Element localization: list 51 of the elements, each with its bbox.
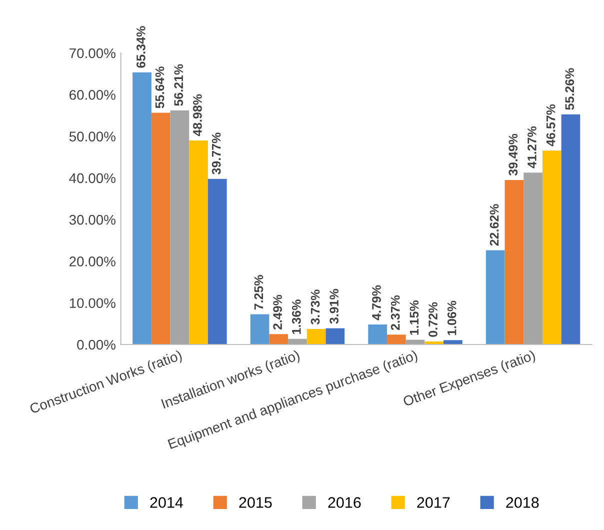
legend-label: 2016 — [328, 497, 361, 508]
bar — [132, 72, 152, 344]
data-label: 22.62% — [490, 204, 499, 246]
bar — [170, 110, 190, 344]
bar — [542, 150, 562, 344]
y-tick-label: 70.00% — [70, 48, 116, 58]
data-label: 56.21% — [174, 64, 184, 106]
y-tick-label: 30.00% — [69, 214, 116, 225]
data-label: 39.77% — [212, 132, 221, 174]
data-label: 55.64% — [155, 66, 164, 108]
y-tick-label: 60.00% — [70, 90, 116, 100]
legend-label: 2018 — [506, 497, 539, 508]
data-label: 2.37% — [390, 295, 400, 330]
y-tick-label: 10.00% — [70, 298, 116, 308]
bar — [504, 180, 524, 344]
data-label: 0.72% — [428, 302, 438, 337]
bar — [326, 328, 345, 344]
bar — [306, 328, 326, 344]
legend-label: 2017 — [417, 497, 450, 508]
data-label: 55.26% — [565, 68, 574, 110]
data-label: 46.57% — [546, 104, 556, 146]
y-tick-label: 0.00% — [77, 340, 116, 350]
y-tick-label: 20.00% — [70, 256, 116, 266]
data-label: 48.98% — [193, 94, 202, 136]
bar — [561, 114, 580, 344]
legend-label: 2014 — [150, 497, 184, 508]
bar — [368, 324, 387, 344]
bar — [250, 314, 270, 344]
data-label: 1.06% — [447, 300, 456, 336]
bar — [208, 178, 227, 344]
legend-label: 2015 — [239, 497, 272, 508]
data-label: 41.27% — [528, 126, 536, 168]
bar — [386, 334, 406, 344]
data-label: 1.15% — [410, 300, 419, 335]
data-label: 3.73% — [310, 290, 320, 325]
bar — [189, 140, 208, 344]
bar — [444, 340, 462, 344]
y-tick-label: 50.00% — [69, 132, 116, 142]
bar — [524, 172, 542, 344]
data-label: 4.79% — [372, 285, 381, 320]
bar — [486, 250, 505, 344]
data-label: 2.49% — [273, 294, 282, 330]
bar — [269, 334, 288, 344]
data-label: 1.36% — [292, 300, 301, 334]
data-label: 7.25% — [254, 275, 264, 310]
bar — [406, 340, 425, 344]
y-tick-label: 40.00% — [69, 173, 116, 184]
bar — [151, 112, 170, 344]
data-label: 39.49% — [508, 134, 518, 176]
data-label: 3.91% — [330, 288, 339, 324]
data-label: 65.34% — [136, 26, 146, 68]
